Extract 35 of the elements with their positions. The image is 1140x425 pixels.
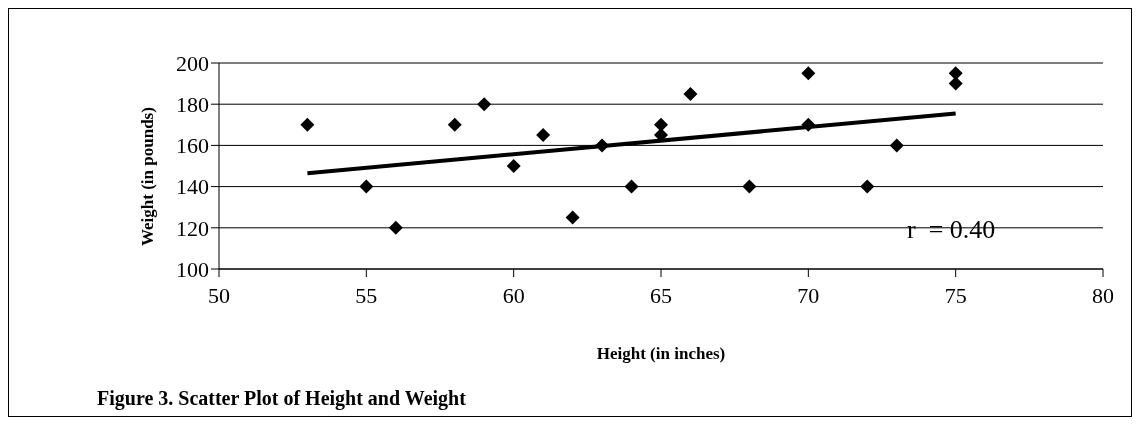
point	[801, 66, 816, 81]
point	[447, 117, 462, 132]
point	[948, 76, 963, 91]
point	[801, 117, 816, 132]
text: Figure 3. Scatter Plot of Height and Weight	[97, 387, 466, 410]
point	[359, 179, 374, 194]
y-tick-label: 140	[176, 174, 209, 200]
x-tick-label: 80	[1092, 282, 1114, 308]
point	[536, 128, 551, 143]
point	[742, 179, 757, 194]
point	[654, 117, 668, 132]
x-tick-label: 65	[650, 282, 672, 308]
point	[889, 138, 904, 153]
y-tick-label: 200	[176, 50, 209, 76]
point	[948, 66, 963, 81]
x-tick-label: 60	[502, 282, 525, 308]
x-tick-label: 75	[944, 282, 967, 308]
point	[300, 117, 315, 132]
y-tick-label: 120	[176, 215, 209, 241]
point	[506, 159, 521, 173]
point	[388, 220, 403, 235]
point	[624, 179, 639, 194]
x-tick-label: 50	[208, 282, 230, 308]
y-tick-label: 160	[176, 133, 209, 159]
y-axis-title: Weight (in pounds)	[138, 107, 158, 246]
point	[683, 86, 698, 101]
point	[595, 138, 610, 153]
y-tick-label: 100	[176, 256, 209, 282]
point	[860, 179, 875, 194]
point	[565, 210, 580, 225]
point	[477, 97, 492, 112]
x-tick-label: 70	[797, 282, 820, 308]
x-axis-title: Height (in inches)	[596, 344, 726, 363]
x-tick-label: 55	[355, 282, 378, 308]
y-tick-label: 180	[176, 92, 209, 118]
